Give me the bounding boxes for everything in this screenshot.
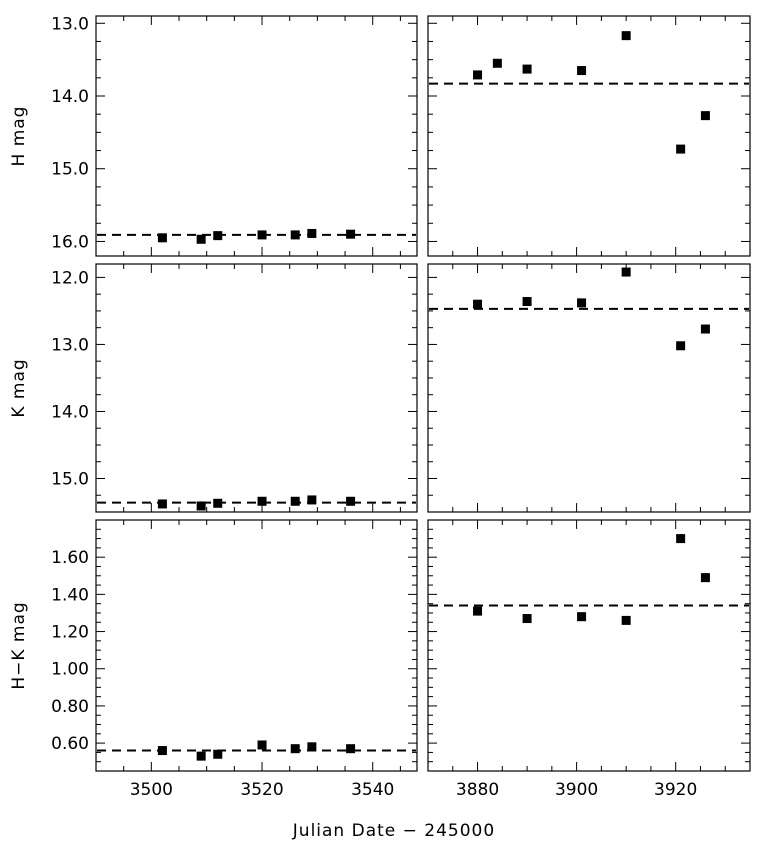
data-point	[157, 499, 167, 509]
panel-k-right	[427, 263, 751, 513]
data-point	[522, 614, 532, 624]
x-tick-label: 3920	[654, 780, 697, 800]
data-point	[157, 233, 167, 243]
data-point	[473, 606, 483, 616]
data-point	[290, 744, 300, 754]
data-point	[196, 751, 206, 761]
data-point	[621, 615, 631, 625]
y-tick-label: 0.80	[51, 697, 89, 717]
data-point	[621, 31, 631, 41]
data-point	[290, 496, 300, 506]
data-point	[213, 231, 223, 241]
data-point	[700, 573, 710, 583]
data-point	[257, 230, 267, 240]
x-tick-label: 3540	[351, 780, 394, 800]
data-point	[473, 70, 483, 80]
y-tick-label: 14.0	[51, 402, 89, 422]
x-tick-label: 3500	[130, 780, 173, 800]
data-point	[196, 501, 206, 511]
y-tick-label: 14.0	[51, 87, 89, 107]
data-point	[290, 230, 300, 240]
y-tick-label: 1.20	[51, 623, 89, 643]
data-point	[522, 64, 532, 74]
y-axis-title: H−K mag	[9, 601, 29, 689]
data-point	[257, 496, 267, 506]
panel-frame	[427, 519, 751, 772]
data-point	[700, 111, 710, 121]
y-tick-label: 16.0	[51, 232, 89, 252]
panel-frame	[95, 519, 418, 772]
data-point	[307, 742, 317, 752]
data-point	[577, 298, 587, 308]
data-point	[577, 66, 587, 76]
panel-h-right	[427, 15, 751, 257]
data-point	[307, 495, 317, 505]
y-tick-label: 15.0	[51, 469, 89, 489]
data-point	[676, 341, 686, 351]
y-tick-label: 1.00	[51, 660, 89, 680]
panel-hk-left: 0.60 0.80 1.00 1.20 1.40 1.60 3500 3520 3540 H−K …	[9, 519, 418, 800]
data-point	[196, 234, 206, 244]
panel-k-left: 12.0 13.0 14.0 15.0 K mag	[9, 263, 418, 513]
panels-group: 13.0 14.0 15.0 16.0 H mag 12.0 13.0 14.0 15.0 K m…	[9, 14, 751, 800]
data-point	[213, 749, 223, 759]
data-point	[213, 498, 223, 508]
data-point	[346, 496, 356, 506]
y-tick-label: 13.0	[51, 335, 89, 355]
data-point	[346, 229, 356, 239]
data-point	[492, 58, 502, 68]
data-point	[473, 299, 483, 309]
data-point	[307, 228, 317, 238]
panel-h-left: 13.0 14.0 15.0 16.0 H mag	[9, 14, 418, 257]
data-point	[346, 744, 356, 754]
data-point	[157, 746, 167, 756]
x-tick-label: 3880	[456, 780, 499, 800]
x-axis-title: Julian Date − 245000	[292, 821, 495, 841]
panel-frame	[95, 15, 418, 257]
panel-frame	[427, 15, 751, 257]
panel-frame	[427, 263, 751, 513]
data-point	[676, 144, 686, 154]
y-tick-label: 1.60	[51, 548, 89, 568]
data-point	[700, 324, 710, 334]
y-tick-label: 15.0	[51, 160, 89, 180]
y-axis-title: K mag	[9, 358, 29, 417]
x-tick-label: 3520	[240, 780, 283, 800]
data-point	[257, 740, 267, 750]
y-tick-label: 13.0	[51, 14, 89, 34]
y-tick-label: 0.60	[51, 734, 89, 754]
x-tick-label: 3900	[555, 780, 598, 800]
data-point	[522, 297, 532, 307]
panel-hk-right: 3880 3900 3920	[427, 519, 751, 800]
data-point	[676, 534, 686, 544]
y-tick-label: 12.0	[51, 268, 89, 288]
y-tick-label: 1.40	[51, 585, 89, 605]
data-point	[577, 612, 587, 622]
panel-frame	[95, 263, 418, 513]
data-point	[621, 267, 631, 277]
y-axis-title: H mag	[9, 106, 29, 167]
